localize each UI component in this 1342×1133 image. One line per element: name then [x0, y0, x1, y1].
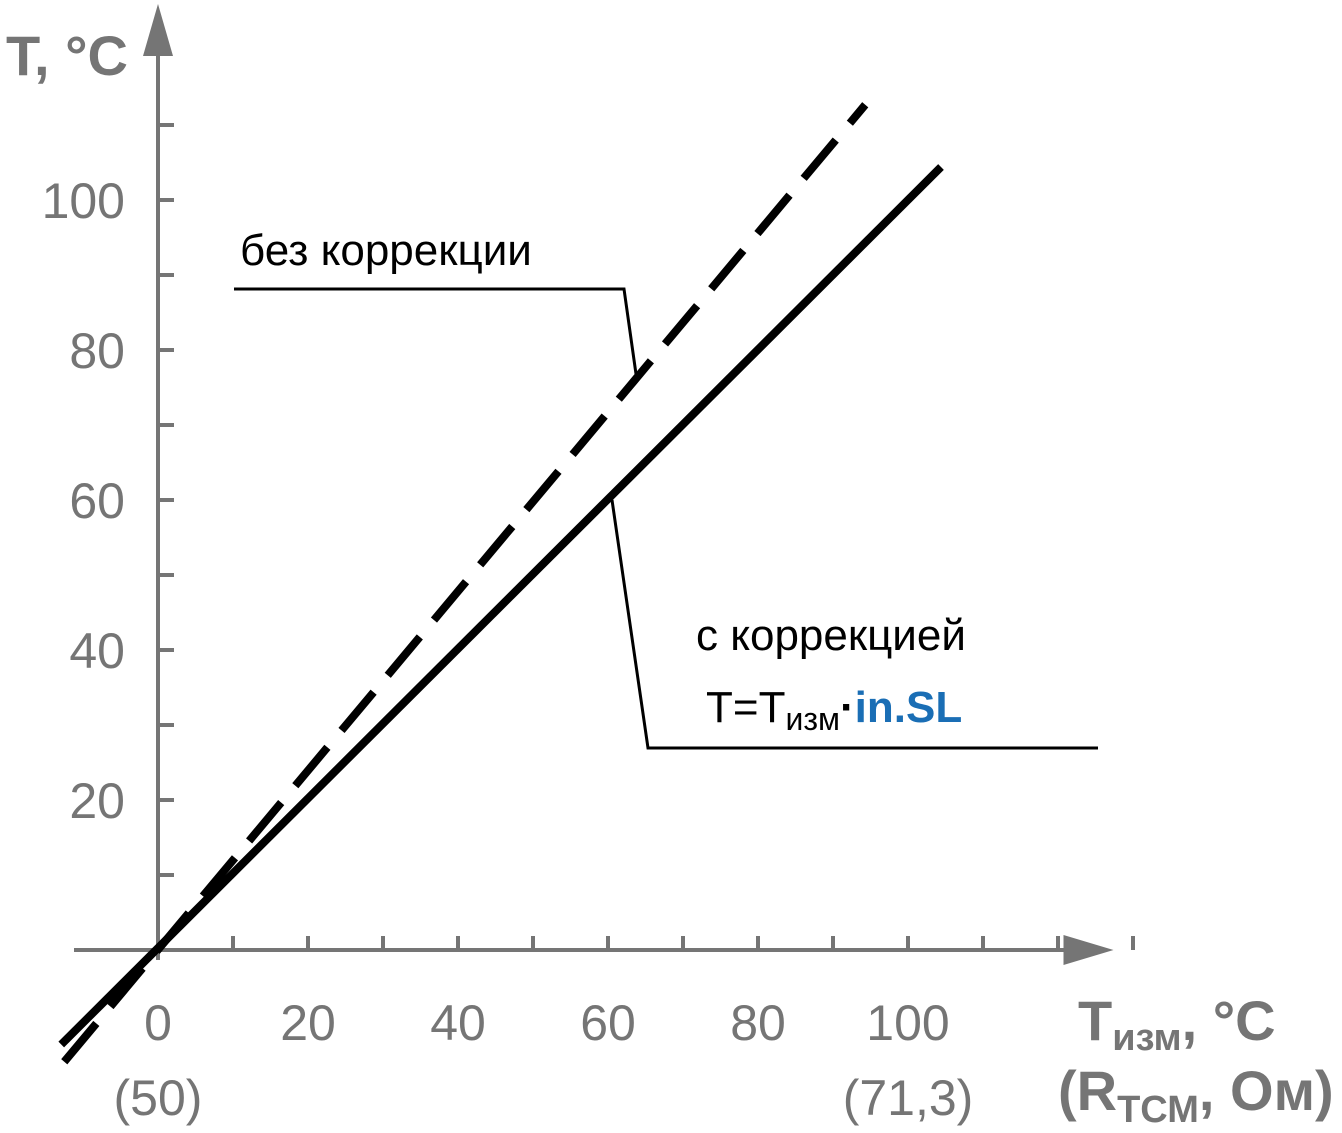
annotation-formula: T=Tизм·in.SL	[706, 683, 962, 737]
x-axis-title-sub: изм	[1112, 1017, 1181, 1059]
formula-param: in.SL	[855, 683, 963, 732]
x-tick-label-20: 20	[280, 995, 336, 1051]
y-tick-label-100: 100	[42, 173, 125, 229]
formula-prefix: T=T	[706, 683, 785, 732]
leader-with-correction	[610, 499, 1098, 750]
x-tick-label-60: 60	[580, 995, 636, 1051]
leader-no-correction	[234, 287, 638, 375]
x-axis-secondary-open: (R	[1058, 1059, 1117, 1122]
x-tick-label-0: 0	[144, 995, 172, 1051]
x-tick-label-80: 80	[730, 995, 786, 1051]
tick-labels: 0 20 40 60 80 100 (50) (71,3) 20 40 60 80 100	[42, 173, 974, 1126]
x-axis-secondary-sub: ТСМ	[1117, 1089, 1199, 1131]
formula-dot: ·	[840, 683, 855, 732]
y-tick-label-20: 20	[69, 773, 125, 829]
y-tick-label-80: 80	[69, 323, 125, 379]
x-axis-title: Tизм, °C	[1078, 989, 1276, 1059]
axis-ticks	[158, 123, 1135, 950]
series	[58, 102, 944, 1065]
series-line-with-correction	[58, 164, 944, 1048]
annotation-with-correction: с коррекцией	[696, 611, 966, 660]
annotation-no-correction: без коррекции	[240, 226, 532, 275]
formula-sub: изм	[785, 701, 840, 737]
x-secondary-label-0: (50)	[114, 1070, 203, 1126]
y-tick-label-40: 40	[69, 623, 125, 679]
x-axis-secondary-title: (RТСМ, Ом)	[1058, 1059, 1334, 1131]
axes	[74, 4, 1114, 965]
y-tick-label-60: 60	[69, 473, 125, 529]
x-secondary-label-1: (71,3)	[843, 1070, 974, 1126]
x-axis-secondary-rest: , Ом)	[1199, 1059, 1334, 1122]
x-tick-label-40: 40	[430, 995, 486, 1051]
series-line-no-correction	[61, 102, 869, 1065]
x-axis-title-main: T	[1078, 989, 1112, 1052]
y-axis-arrow	[143, 4, 173, 56]
y-axis-title: T, °C	[6, 24, 128, 87]
x-tick-label-100: 100	[866, 995, 949, 1051]
x-axis-title-unit: , °C	[1182, 989, 1276, 1052]
x-axis-arrow	[1063, 935, 1114, 965]
